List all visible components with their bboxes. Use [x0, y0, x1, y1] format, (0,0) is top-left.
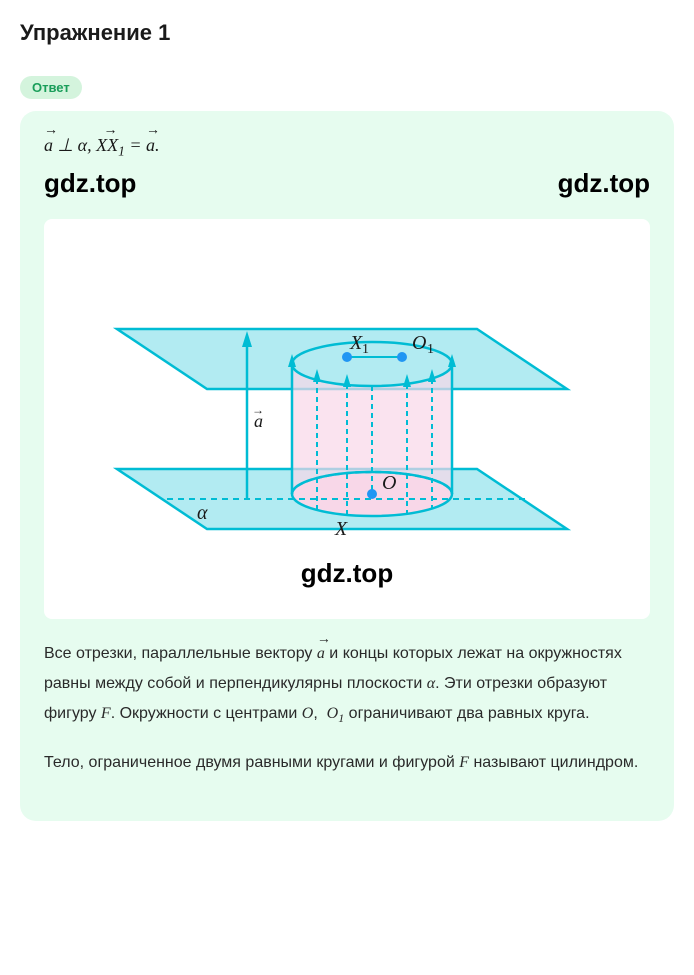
paragraph-2: Тело, ограниченное двумя равными кругами…	[44, 748, 650, 778]
diagram-container: X 1 O 1 O X α a → gdz.top	[44, 219, 650, 619]
label-O1: O	[412, 332, 426, 354]
geometric-diagram: X 1 O 1 O X α a →	[44, 239, 650, 579]
watermark-left: gdz.top	[44, 168, 136, 199]
label-X: X	[334, 518, 348, 540]
label-alpha: α	[197, 502, 208, 524]
label-O: O	[382, 472, 396, 494]
exercise-title: Упражнение 1	[20, 20, 674, 46]
watermark-right: gdz.top	[558, 168, 650, 199]
answer-badge: Ответ	[20, 76, 82, 99]
point-O	[367, 489, 377, 499]
label-X1: X	[349, 332, 363, 354]
paragraph-1: Все отрезки, параллельные вектору a и ко…	[44, 639, 650, 731]
label-X1-sub: 1	[362, 342, 369, 357]
watermark-row: gdz.top gdz.top	[44, 168, 650, 199]
watermark-center: gdz.top	[301, 558, 393, 589]
solution-box: a ⊥ α, XX1 = a. gdz.top gdz.top	[20, 111, 674, 821]
label-a-arrow: →	[252, 403, 264, 417]
label-O1-sub: 1	[427, 342, 434, 357]
point-O1	[397, 352, 407, 362]
formula-line: a ⊥ α, XX1 = a.	[44, 135, 650, 160]
